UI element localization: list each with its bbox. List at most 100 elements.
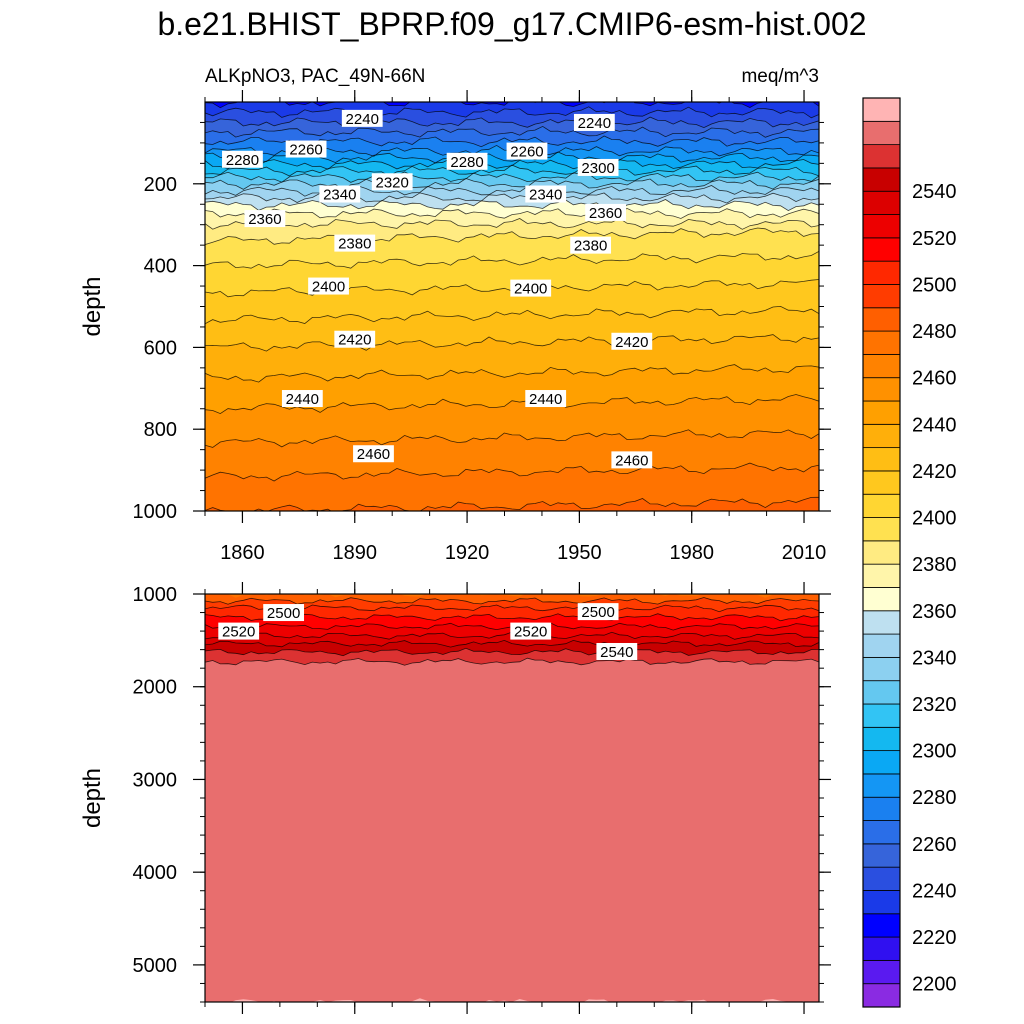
contour-line [205, 334, 819, 352]
contour-label-box [577, 603, 619, 621]
colorbar-swatch [862, 820, 901, 845]
contour-line [205, 305, 819, 325]
colorbar-swatch [862, 284, 901, 309]
contour-line [205, 192, 819, 204]
contour-label: 2520 [510, 622, 552, 641]
contour-label-text: 2240 [346, 111, 379, 128]
contour-label: 2260 [506, 142, 548, 161]
contour-label-text: 2340 [529, 187, 562, 204]
contour-label-text: 2300 [581, 160, 614, 177]
colorbar-swatch [862, 237, 901, 262]
colorbar-swatch [862, 913, 901, 938]
x-tick-label: 1980 [669, 542, 714, 564]
contour-label-text: 2240 [578, 115, 611, 132]
colorbar-label: 2420 [912, 461, 957, 483]
colorbar-swatch [862, 959, 901, 985]
contour-label: 2380 [334, 234, 376, 253]
y-axis-title: depth [79, 768, 106, 828]
colorbar-swatch [862, 540, 901, 565]
colorbar-label: 2440 [912, 414, 957, 436]
panel-lower-contour-labels: 2500 2500 2520 2520 2540 [218, 603, 638, 661]
colorbar-label: 2480 [912, 321, 957, 343]
colorbar-swatch [862, 377, 901, 402]
y-tick-label: 5000 [133, 955, 178, 977]
y-tick-label: 1000 [133, 501, 178, 523]
panel-lower-x-axis [204, 582, 805, 1014]
contour-line [205, 207, 819, 219]
contour-label-text: 2460 [615, 452, 648, 469]
contour-label-text: 2440 [529, 391, 562, 408]
panel-upper-x-axis: 1860 1890 1920 1950 1980 2010 [204, 90, 826, 564]
contour-label: 2460 [611, 451, 653, 469]
colorbar-swatch [862, 97, 901, 122]
y-tick-label: 600 [144, 337, 177, 359]
contour-label-box [285, 140, 327, 158]
contour-label-text: 2400 [312, 279, 345, 296]
panel-lower-y-axis: 1000 2000 3000 4000 5000 [133, 584, 831, 1003]
contour-label-box [222, 150, 263, 168]
contour-label: 2540 [596, 642, 638, 661]
contour-label-box [341, 109, 383, 127]
contour-label-text: 2260 [510, 144, 543, 161]
y-tick-label: 200 [144, 174, 177, 196]
contour-label-text: 2440 [286, 391, 319, 408]
colorbar-label: 2540 [912, 181, 957, 203]
contour-label: 2420 [611, 332, 653, 351]
contour-label: 2500 [577, 603, 619, 621]
colorbar-swatch [862, 796, 901, 821]
contour-label-text: 2500 [267, 605, 300, 622]
contour-line [205, 171, 819, 183]
contour-label-box [570, 236, 612, 254]
contour-label-box [510, 622, 552, 640]
contour-label-box [525, 185, 567, 203]
contour-label-text: 2280 [450, 154, 483, 171]
contour-label-text: 2380 [574, 238, 607, 255]
contour-label-box [281, 390, 323, 408]
colorbar-swatch [862, 936, 901, 961]
colorbar-swatch [862, 307, 901, 332]
panel-upper-contour-labels: 2240 2240 2280 2260 2280 2260 2300 2320 2340 2340… [222, 109, 653, 469]
contour-label-text: 2540 [600, 644, 633, 661]
colorbar-label: 2340 [912, 647, 957, 669]
colorbar-swatch [862, 470, 901, 495]
contour-label-text: 2520 [222, 624, 255, 641]
colorbar-swatch [862, 190, 901, 215]
contour-line [205, 199, 819, 212]
contour-label-text: 2460 [357, 446, 390, 463]
colorbar-swatch [862, 120, 901, 146]
contour-label-text: 2360 [589, 205, 622, 222]
colorbar-swatch [862, 750, 901, 775]
y-tick-label: 800 [144, 419, 177, 441]
colorbar-swatch [862, 890, 901, 915]
colorbar-swatch [862, 517, 901, 542]
contour-line [205, 106, 819, 119]
y-tick-label: 1000 [133, 584, 178, 606]
colorbar-label: 2200 [912, 974, 957, 996]
contour-label-box [596, 642, 638, 660]
x-tick-label: 1920 [445, 542, 490, 564]
figure-title: b.e21.BHIST_BPRP.f09_g17.CMIP6-esm-hist.… [157, 6, 866, 42]
contour-label-text: 2520 [514, 624, 547, 641]
left-subtitle: ALKpNO3, PAC_49N-66N [205, 66, 425, 87]
colorbar-label: 2220 [912, 927, 957, 949]
colorbar-swatch [862, 447, 901, 472]
contour-label-box [611, 332, 653, 350]
contour-line [205, 603, 819, 613]
contour-line [205, 639, 819, 648]
contour-label: 2440 [281, 390, 323, 408]
colorbar-swatch [862, 726, 901, 752]
colorbar-swatch [862, 353, 901, 379]
colorbar-swatch [862, 423, 901, 449]
contour-label-text: 2280 [226, 152, 259, 169]
contour-label: 2400 [510, 279, 552, 298]
contour-line [205, 178, 819, 190]
contour-label-text: 2500 [581, 604, 614, 621]
colorbar-label: 2460 [912, 368, 957, 390]
colorbar-label: 2400 [912, 508, 957, 530]
colorbar-swatch [862, 983, 901, 1008]
y-tick-label: 4000 [133, 862, 178, 884]
colorbar-label: 2240 [912, 880, 957, 902]
contour-label: 2360 [244, 210, 286, 228]
